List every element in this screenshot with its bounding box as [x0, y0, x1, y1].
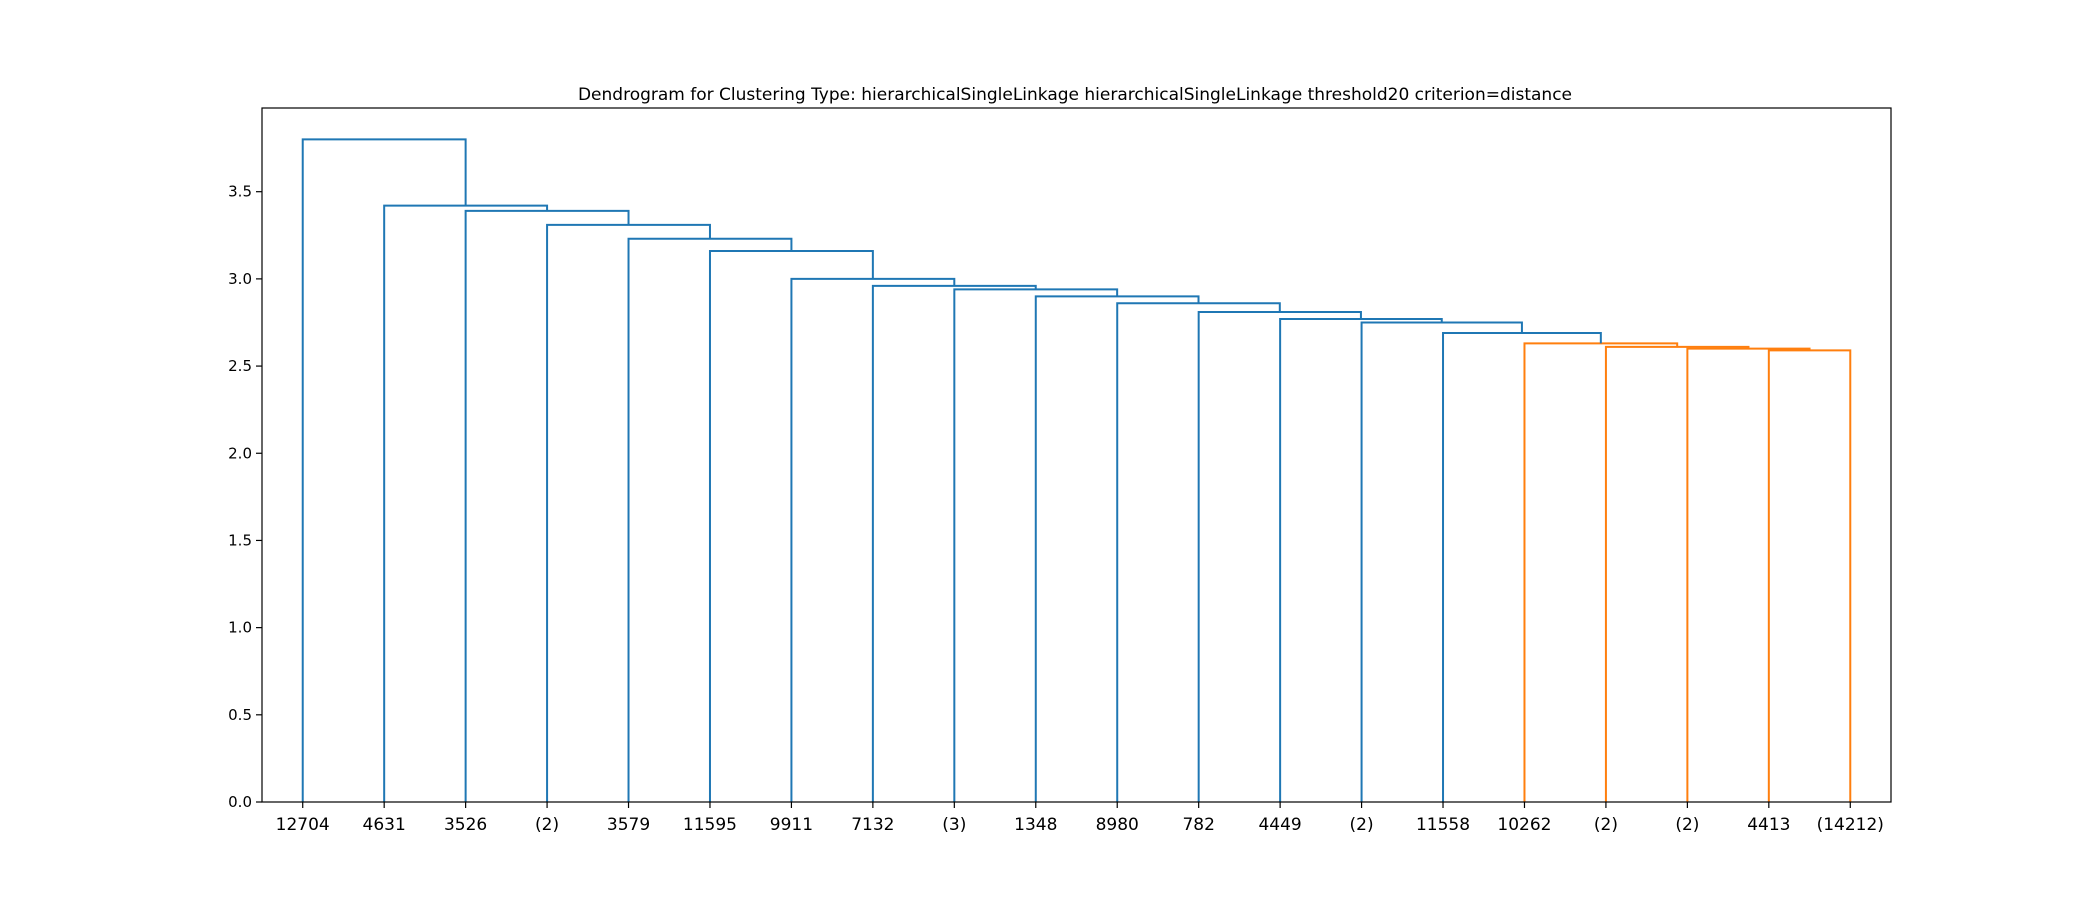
leaf-label: 12704 [276, 815, 330, 835]
y-tick-label: 0.0 [228, 793, 252, 811]
y-tick-label: 1.0 [228, 619, 252, 637]
leaf-label: (2) [1350, 815, 1374, 835]
dendrogram-link-14 [627, 237, 793, 802]
dendrogram-link-4 [1442, 331, 1602, 802]
leaf-label: 3579 [607, 815, 650, 835]
x-axis: 12704 4631 3526 (2) 3579 11595 9911 7132 (3) 1348… [276, 802, 1884, 835]
dendrogram-links [301, 138, 1852, 802]
leaf-label: 9911 [770, 815, 813, 835]
y-tick-label: 1.5 [228, 531, 252, 549]
leaf-label: 11595 [683, 815, 737, 835]
y-tick-label: 0.5 [228, 706, 252, 724]
leaf-label: 11558 [1416, 815, 1470, 835]
leaf-label: 4449 [1258, 815, 1301, 835]
dendrogram-link-5 [1360, 321, 1523, 802]
dendrogram-link-18 [301, 138, 467, 802]
y-axis: 0.0 0.5 1.0 1.5 2.0 2.5 3.0 3.5 [228, 183, 262, 811]
leaf-label: (14212) [1817, 815, 1884, 835]
leaf-label: 4631 [363, 815, 406, 835]
leaf-label: 3526 [444, 815, 487, 835]
chart-title: Dendrogram for Clustering Type: hierarch… [578, 85, 1572, 105]
y-tick-label: 3.0 [228, 270, 252, 288]
y-tick-label: 2.5 [228, 357, 252, 375]
leaf-label: (2) [1675, 815, 1699, 835]
dendrogram-link-9 [1034, 295, 1200, 802]
leaf-label: 7132 [851, 815, 894, 835]
leaf-label: (2) [1594, 815, 1618, 835]
dendrogram-link-10 [953, 288, 1119, 802]
leaf-label: (2) [535, 815, 559, 835]
leaf-label: 4413 [1747, 815, 1790, 835]
leaf-label: 10262 [1497, 815, 1551, 835]
y-tick-label: 3.5 [228, 183, 252, 201]
dendrogram-link-0 [1767, 349, 1852, 802]
dendrogram-link-2 [1604, 345, 1750, 802]
plot-frame [261, 107, 1892, 803]
dendrogram-link-6 [1279, 317, 1443, 802]
dendrogram-link-1 [1686, 347, 1811, 802]
y-tick-label: 2.0 [228, 444, 252, 462]
leaf-label: 782 [1182, 815, 1214, 835]
leaf-label: (3) [942, 815, 966, 835]
leaf-label: 8980 [1096, 815, 1139, 835]
dendrogram-link-3 [1523, 342, 1679, 802]
dendrogram-link-13 [708, 249, 874, 802]
leaf-label: 1348 [1014, 815, 1057, 835]
